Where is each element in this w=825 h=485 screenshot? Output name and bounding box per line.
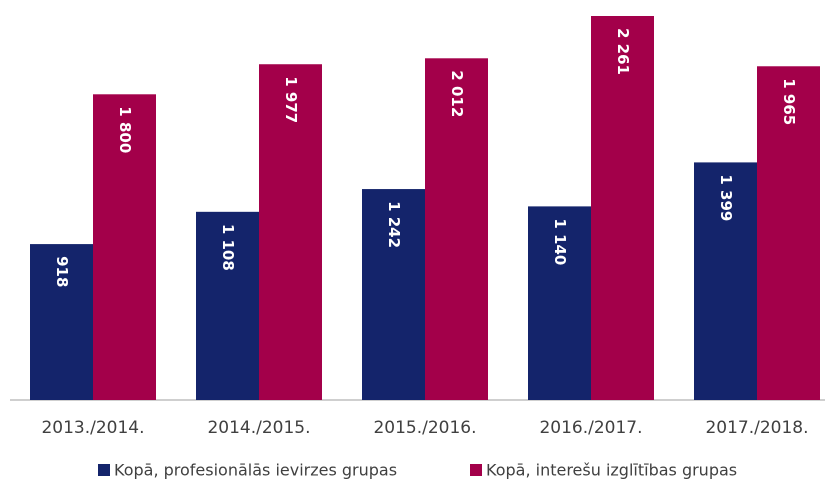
value-label: 1 108 [219, 224, 237, 271]
value-label: 1 242 [385, 201, 403, 248]
value-label: 1 965 [780, 78, 798, 125]
value-label: 1 399 [717, 174, 735, 221]
legend-label: Kopā, interešu izglītības grupas [486, 461, 737, 480]
bar [259, 64, 322, 401]
bar [694, 162, 757, 400]
x-tick-label: 2013./2014. [41, 418, 144, 438]
bar [30, 244, 93, 400]
bar [93, 94, 156, 401]
x-tick-label: 2016./2017. [539, 418, 642, 438]
x-tick-label: 2014./2015. [207, 418, 310, 438]
bar [425, 58, 488, 401]
value-label: 1 977 [282, 76, 300, 123]
value-label: 918 [53, 256, 71, 287]
bar [591, 16, 654, 400]
legend-label: Kopā, profesionālās ievirzes grupas [114, 461, 397, 480]
value-label: 1 800 [116, 106, 134, 153]
legend-swatch [470, 464, 482, 476]
bar [757, 66, 820, 401]
value-label: 1 140 [551, 218, 569, 265]
bar [362, 189, 425, 400]
value-label: 2 261 [614, 28, 632, 75]
bar [196, 211, 259, 400]
x-tick-label: 2015./2016. [373, 418, 476, 438]
legend-swatch [98, 464, 110, 476]
value-label: 2 012 [448, 70, 466, 117]
x-tick-label: 2017./2018. [705, 418, 808, 438]
bar [528, 206, 591, 400]
